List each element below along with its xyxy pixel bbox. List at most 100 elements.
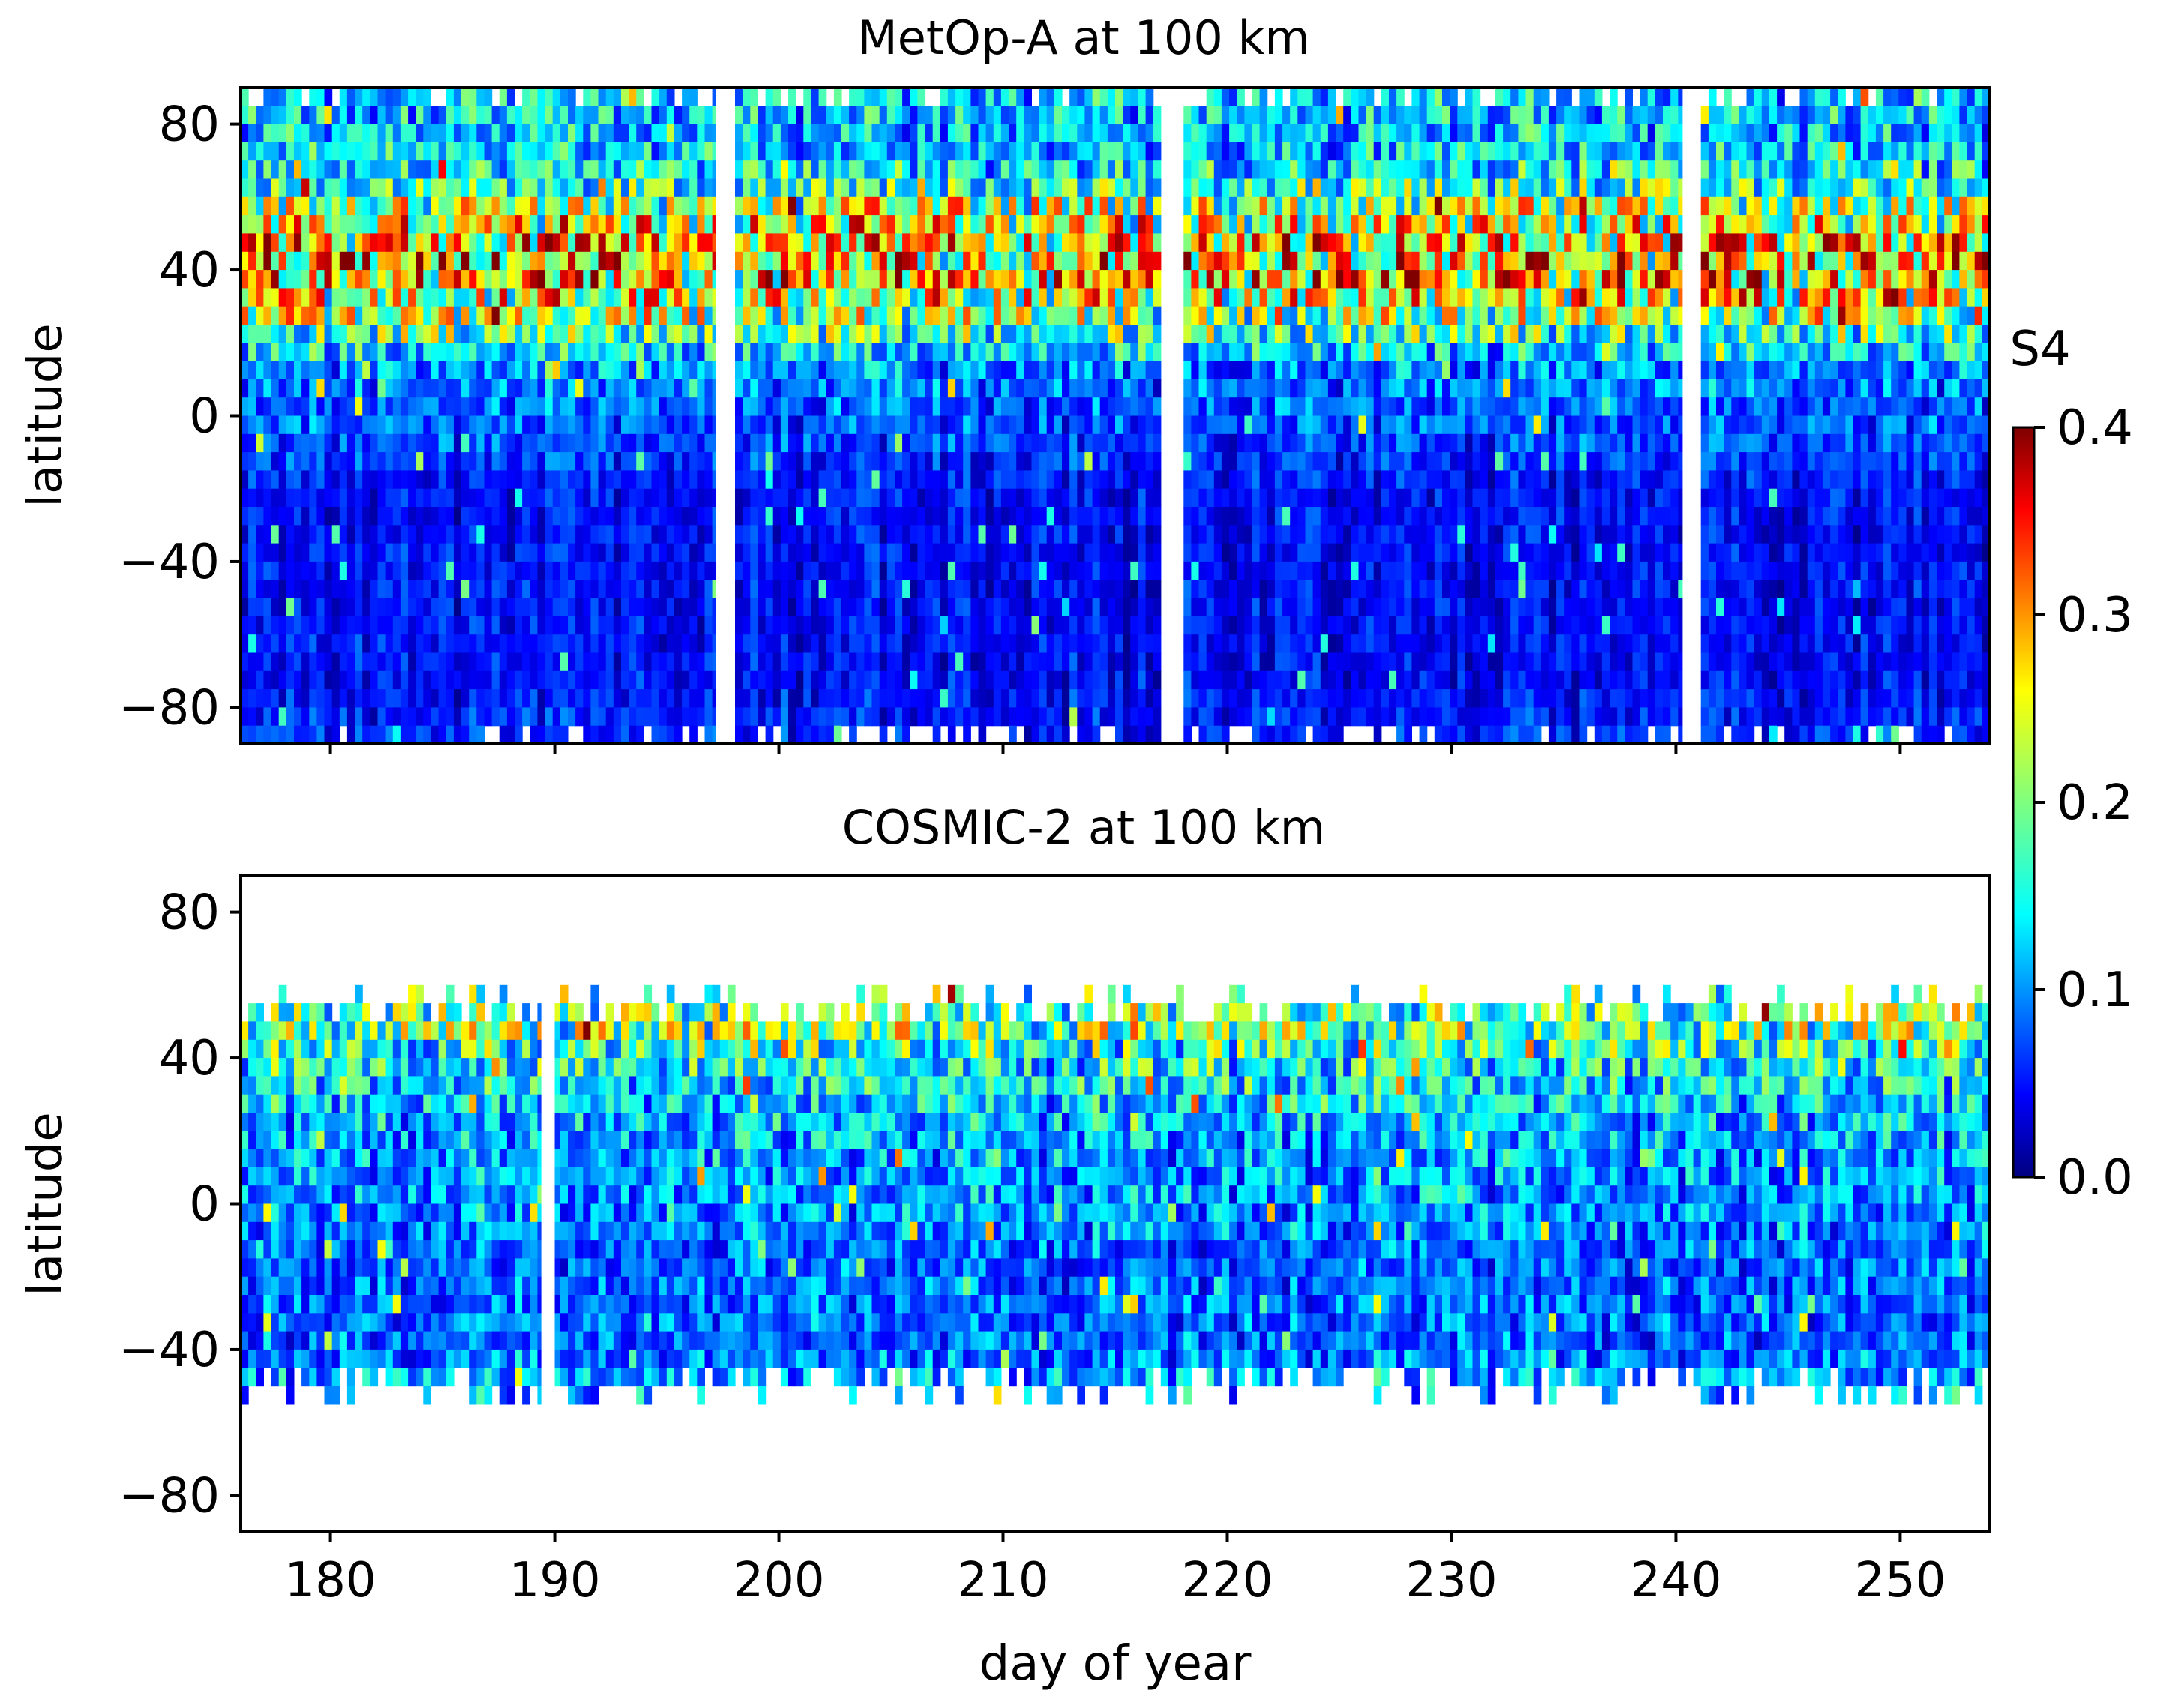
metop-cell xyxy=(294,689,302,708)
metop-cell xyxy=(986,196,994,216)
metop-cell xyxy=(651,670,660,690)
metop-cell xyxy=(986,325,994,343)
metop-cell xyxy=(856,415,865,435)
metop-cell xyxy=(1191,707,1200,727)
metop-cell xyxy=(658,415,668,435)
metop-cell xyxy=(316,452,326,471)
metop-cell xyxy=(316,196,326,216)
metop-cell xyxy=(316,379,326,398)
metop-cell xyxy=(544,288,554,307)
metop-cell xyxy=(1031,106,1040,125)
metop-cell xyxy=(772,379,782,398)
metop-cell xyxy=(628,543,637,562)
metop-cell xyxy=(1077,288,1085,307)
metop-cell xyxy=(1138,178,1147,198)
metop-cell xyxy=(651,616,660,635)
metop-cell xyxy=(400,725,409,744)
metop-cell xyxy=(552,580,561,599)
metop-cell xyxy=(636,215,644,234)
metop-cell xyxy=(902,196,910,216)
metop-cell xyxy=(886,178,896,198)
metop-cell xyxy=(476,725,484,744)
metop-cell xyxy=(1267,725,1276,744)
metop-cell xyxy=(1328,106,1336,125)
metop-cell xyxy=(302,598,310,617)
metop-cell xyxy=(1229,361,1238,380)
metop-cell xyxy=(598,196,607,216)
metop-cell xyxy=(430,580,440,599)
metop-cell xyxy=(910,233,918,253)
metop-cell xyxy=(278,88,287,106)
metop-cell xyxy=(758,670,766,690)
metop-cell xyxy=(811,580,820,599)
metop-cell xyxy=(1267,397,1276,417)
metop-cell xyxy=(940,415,949,435)
metop-cell xyxy=(324,561,333,580)
metop-cell xyxy=(1031,652,1040,672)
metop-cell xyxy=(636,196,644,216)
metop-cell xyxy=(1123,160,1131,180)
metop-cell xyxy=(1031,251,1040,271)
metop-cell xyxy=(552,124,561,143)
metop-cell xyxy=(940,196,949,216)
metop-cell xyxy=(956,470,964,490)
metop-cell xyxy=(849,725,857,744)
metop-cell xyxy=(1123,634,1131,654)
metop-cell xyxy=(1100,598,1108,617)
metop-cell xyxy=(544,433,554,453)
metop-cell xyxy=(833,670,842,690)
metop-cell xyxy=(377,634,386,654)
metop-cell xyxy=(400,325,409,343)
metop-cell xyxy=(895,325,903,343)
metop-cell xyxy=(302,233,310,253)
metop-cell xyxy=(704,379,713,398)
metop-cell xyxy=(1184,306,1192,325)
metop-cell xyxy=(970,379,980,398)
metop-cell xyxy=(598,142,607,161)
metop-cell xyxy=(772,270,782,289)
metop-cell xyxy=(453,689,462,708)
metop-cell xyxy=(302,580,310,599)
metop-cell xyxy=(1336,415,1344,435)
metop-cell xyxy=(1077,415,1085,435)
metop-cell xyxy=(1312,288,1322,307)
metop-cell xyxy=(811,361,820,380)
metop-cell xyxy=(332,561,340,580)
metop-cell xyxy=(886,452,896,471)
metop-cell xyxy=(1214,543,1222,562)
metop-cell xyxy=(1252,361,1261,380)
metop-cell xyxy=(1274,561,1283,580)
metop-cell xyxy=(256,488,264,508)
metop-cell xyxy=(902,616,910,635)
metop-cell xyxy=(339,397,348,417)
metop-cell xyxy=(560,178,568,198)
metop-cell xyxy=(453,343,462,362)
metop-cell xyxy=(598,561,607,580)
metop-cell xyxy=(902,707,910,727)
metop-cell xyxy=(575,616,584,635)
metop-cell xyxy=(856,616,865,635)
metop-cell xyxy=(484,251,493,271)
metop-cell xyxy=(1184,543,1192,562)
metop-cell xyxy=(1244,561,1253,580)
metop-cell xyxy=(362,689,370,708)
metop-cell xyxy=(1343,178,1352,198)
metop-cell xyxy=(1054,88,1063,106)
metop-cell xyxy=(430,689,440,708)
metop-cell xyxy=(1009,652,1017,672)
metop-cell xyxy=(689,652,698,672)
metop-cell xyxy=(1320,525,1329,544)
metop-cell xyxy=(674,507,682,526)
metop-cell xyxy=(1252,196,1261,216)
metop-cell xyxy=(1046,215,1055,234)
metop-cell xyxy=(886,160,896,180)
metop-cell xyxy=(1100,106,1108,125)
metop-cell xyxy=(704,470,713,490)
metop-cell xyxy=(476,689,484,708)
metop-cell xyxy=(910,124,918,143)
metop-cell xyxy=(408,725,416,744)
metop-cell xyxy=(469,361,477,380)
metop-cell xyxy=(438,543,447,562)
metop-cell xyxy=(1138,725,1147,744)
metop-cell xyxy=(278,689,287,708)
